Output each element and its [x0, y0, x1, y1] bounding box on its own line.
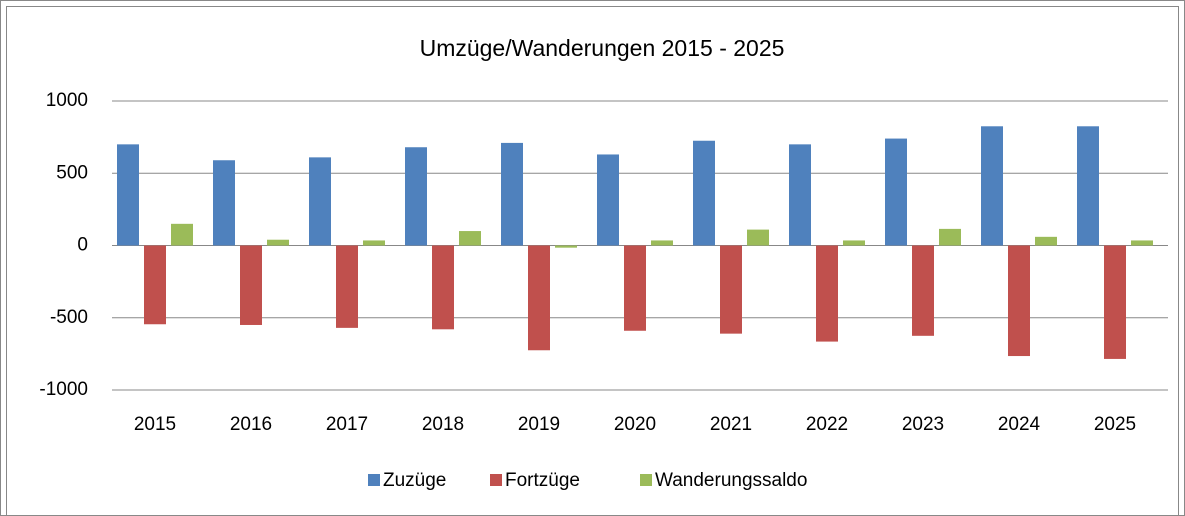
bar	[693, 140, 715, 246]
bar	[624, 245, 646, 331]
bar	[939, 228, 961, 246]
bar	[747, 229, 769, 246]
x-tick-label: 2015	[134, 414, 176, 435]
bar	[405, 147, 427, 246]
legend-swatch	[368, 474, 380, 486]
x-tick-label: 2016	[230, 414, 272, 435]
bar	[336, 245, 358, 328]
bar	[597, 154, 619, 246]
legend-swatch	[490, 474, 502, 486]
x-tick-label: 2017	[326, 414, 368, 435]
y-tick-label: 1000	[46, 90, 88, 111]
bar	[432, 245, 454, 330]
bar	[843, 240, 865, 246]
bar	[1077, 126, 1099, 246]
x-tick-label: 2024	[998, 414, 1041, 435]
bar	[144, 245, 166, 325]
bar	[1104, 245, 1126, 359]
bar	[528, 245, 550, 351]
bar	[720, 245, 742, 334]
bar	[171, 223, 193, 246]
bar	[789, 144, 811, 246]
legend-swatch	[640, 474, 652, 486]
bar	[555, 245, 577, 248]
bar	[981, 126, 1003, 246]
bar	[459, 231, 481, 246]
x-tick-label: 2023	[902, 414, 944, 435]
bar	[651, 240, 673, 246]
bar	[912, 245, 934, 336]
legend-label: Zuzüge	[383, 470, 446, 491]
y-tick-label: 500	[56, 162, 88, 183]
x-tick-label: 2021	[710, 414, 752, 435]
bar	[117, 144, 139, 246]
bar	[501, 142, 523, 246]
x-tick-label: 2018	[422, 414, 464, 435]
bar	[1131, 240, 1153, 246]
y-tick-label: 0	[77, 235, 88, 256]
bar	[267, 239, 289, 246]
bar	[363, 240, 385, 246]
bar	[1035, 236, 1057, 246]
bar	[816, 245, 838, 342]
bar	[309, 157, 331, 246]
chart-title: Umzüge/Wanderungen 2015 - 2025	[420, 35, 785, 61]
x-tick-label: 2019	[518, 414, 560, 435]
x-tick-label: 2020	[614, 414, 656, 435]
bar	[885, 138, 907, 246]
legend-label: Fortzüge	[505, 470, 580, 491]
bar	[240, 245, 262, 325]
bar	[1008, 245, 1030, 357]
x-tick-label: 2025	[1094, 414, 1136, 435]
bar	[213, 160, 235, 246]
y-tick-label: -500	[50, 307, 88, 328]
y-tick-label: -1000	[39, 379, 88, 400]
legend-label: Wanderungssaldo	[655, 470, 807, 491]
x-tick-label: 2022	[806, 414, 848, 435]
